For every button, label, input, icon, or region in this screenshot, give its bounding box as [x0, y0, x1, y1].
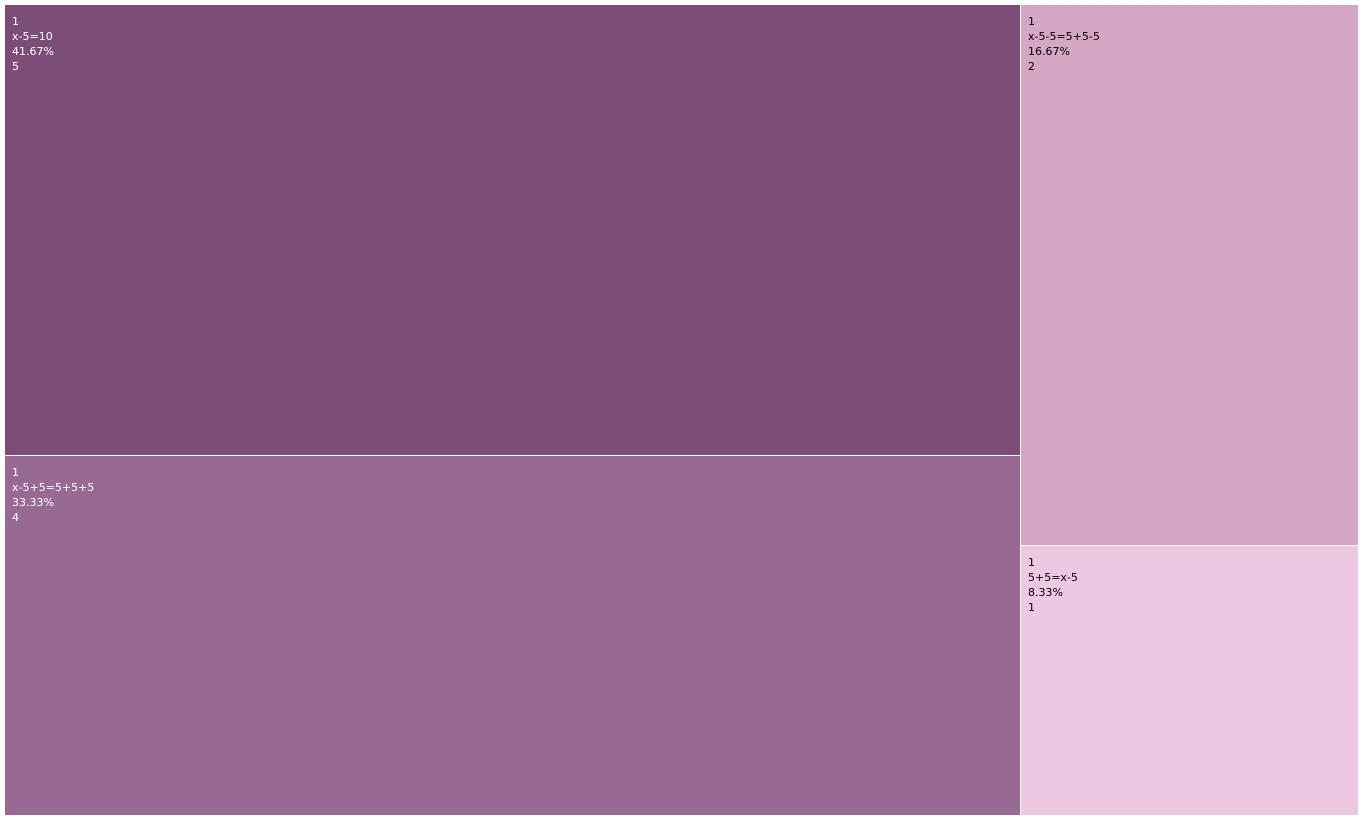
treemap: 1 x-5=10 41.67% 5 1 x-5+5=5+5+5 33.33% 4 1 x-5-5=…: [5, 5, 1358, 815]
tile-percent-label: 16.67%: [1028, 45, 1070, 58]
tile-percent-label: 41.67%: [12, 45, 54, 58]
tile-group-label: 1: [12, 15, 19, 28]
tile-value-label: 2: [1028, 60, 1035, 73]
tile-value-label: 1: [1028, 601, 1035, 614]
tile-labels: 1 x-5-5=5+5-5 16.67% 2: [1028, 14, 1100, 74]
tile-percent-label: 33.33%: [12, 496, 54, 509]
treemap-tile[interactable]: 1 5+5=x-5 8.33% 1: [1021, 546, 1358, 815]
tile-group-label: 1: [1028, 556, 1035, 569]
treemap-tile[interactable]: 1 x-5-5=5+5-5 16.67% 2: [1021, 5, 1358, 545]
tile-equation-label: x-5-5=5+5-5: [1028, 30, 1100, 43]
treemap-tile[interactable]: 1 x-5=10 41.67% 5: [5, 5, 1020, 455]
tile-labels: 1 5+5=x-5 8.33% 1: [1028, 555, 1078, 615]
tile-value-label: 5: [12, 60, 19, 73]
tile-equation-label: x-5=10: [12, 30, 53, 43]
tile-labels: 1 x-5+5=5+5+5 33.33% 4: [12, 465, 94, 525]
tile-group-label: 1: [12, 466, 19, 479]
tile-equation-label: x-5+5=5+5+5: [12, 481, 95, 494]
tile-group-label: 1: [1028, 15, 1035, 28]
tile-equation-label: 5+5=x-5: [1028, 571, 1078, 584]
tile-percent-label: 8.33%: [1028, 586, 1063, 599]
tile-value-label: 4: [12, 511, 19, 524]
tile-labels: 1 x-5=10 41.67% 5: [12, 14, 54, 74]
treemap-tile[interactable]: 1 x-5+5=5+5+5 33.33% 4: [5, 456, 1020, 815]
